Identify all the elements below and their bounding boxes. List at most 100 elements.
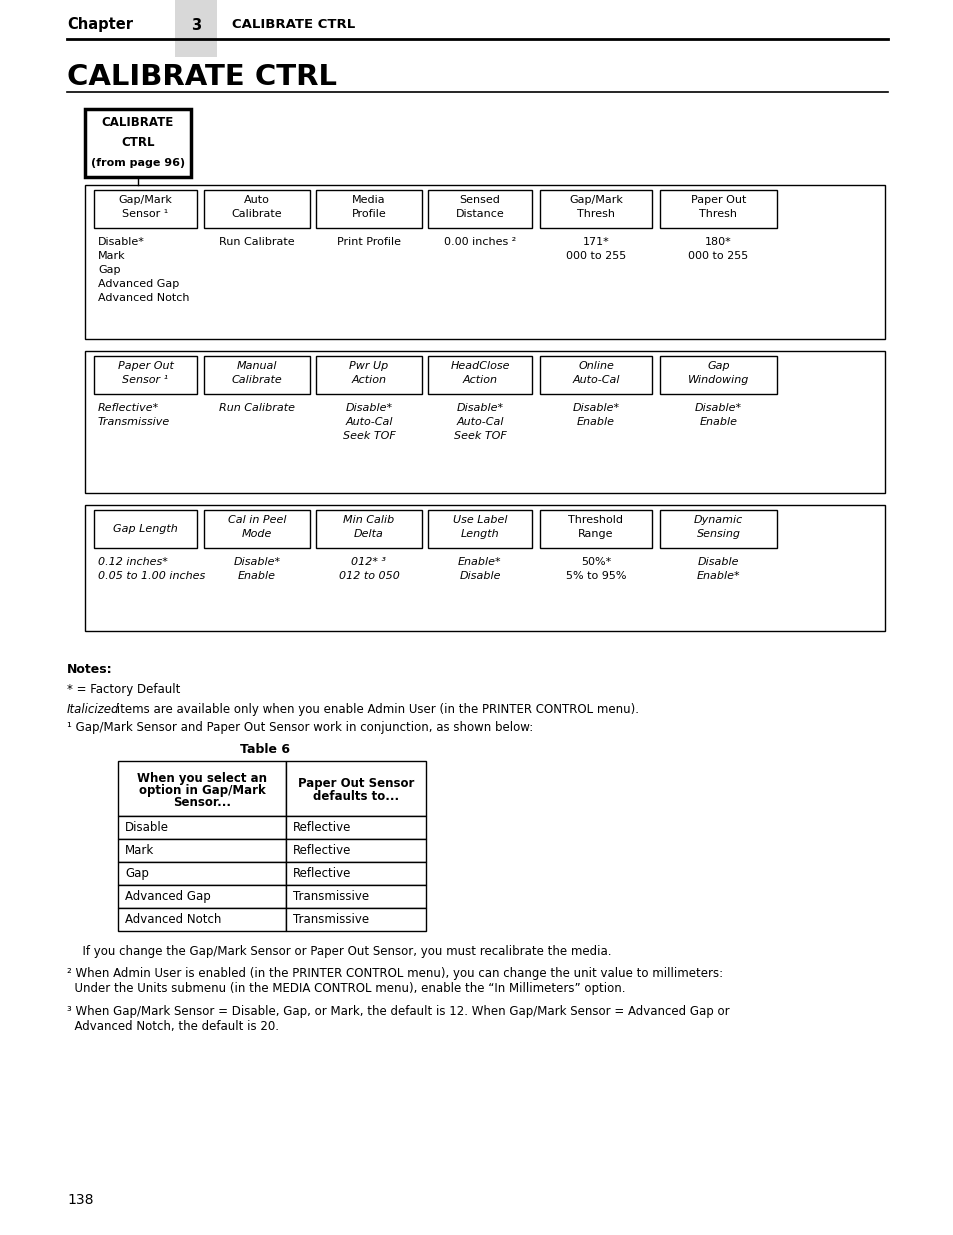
Text: HeadClose: HeadClose (450, 361, 509, 370)
Text: Disable*: Disable* (572, 403, 618, 412)
Text: 171*: 171* (582, 237, 609, 247)
Text: Delta: Delta (354, 529, 383, 538)
Text: 0.00 inches ²: 0.00 inches ² (443, 237, 516, 247)
Text: Media: Media (352, 195, 385, 205)
Text: Sensor...: Sensor... (172, 797, 231, 809)
Text: Reflective: Reflective (293, 821, 351, 834)
Text: Paper Out: Paper Out (690, 195, 745, 205)
Bar (428, 356, 532, 394)
Bar (315, 356, 421, 394)
Text: 000 to 255: 000 to 255 (688, 251, 748, 261)
Text: 3: 3 (191, 17, 201, 32)
Text: Auto-Cal: Auto-Cal (572, 375, 619, 385)
Bar (315, 190, 421, 228)
Text: Disable: Disable (125, 821, 169, 834)
Bar (659, 356, 776, 394)
Text: items are available only when you enable Admin User (in the PRINTER CONTROL menu: items are available only when you enable… (112, 703, 639, 716)
Text: Advanced Gap: Advanced Gap (125, 890, 211, 903)
Text: Notes:: Notes: (67, 663, 112, 676)
Text: Chapter: Chapter (67, 17, 132, 32)
Text: Cal in Peel: Cal in Peel (228, 515, 286, 525)
Text: Reflective: Reflective (293, 844, 351, 857)
Text: 50%*: 50%* (580, 557, 611, 567)
Bar (118, 908, 286, 931)
Text: 012 to 050: 012 to 050 (338, 571, 399, 580)
Bar (174, 0, 216, 57)
Text: Profile: Profile (352, 209, 386, 219)
Bar (286, 885, 426, 908)
Text: Table 6: Table 6 (240, 743, 290, 756)
Text: Gap Length: Gap Length (113, 524, 177, 534)
Text: Paper Out Sensor: Paper Out Sensor (297, 777, 414, 790)
Bar (204, 356, 310, 394)
Text: Sensed: Sensed (459, 195, 500, 205)
Text: (from page 96): (from page 96) (91, 158, 185, 168)
Bar (118, 885, 286, 908)
Text: Dynamic: Dynamic (693, 515, 742, 525)
Text: Range: Range (578, 529, 613, 538)
Bar (85, 505, 884, 631)
Bar (286, 908, 426, 931)
Text: Transmissive: Transmissive (293, 890, 369, 903)
Text: Run Calibrate: Run Calibrate (219, 237, 294, 247)
Text: Disable*: Disable* (233, 557, 280, 567)
Text: CALIBRATE CTRL: CALIBRATE CTRL (232, 19, 355, 32)
Bar (428, 190, 532, 228)
Text: Transmissive: Transmissive (98, 417, 170, 427)
Text: Enable: Enable (699, 417, 737, 427)
Text: ¹ Gap/Mark Sensor and Paper Out Sensor work in conjunction, as shown below:: ¹ Gap/Mark Sensor and Paper Out Sensor w… (67, 721, 533, 734)
Text: CTRL: CTRL (121, 137, 154, 149)
Text: Auto-Cal: Auto-Cal (345, 417, 393, 427)
Text: option in Gap/Mark: option in Gap/Mark (138, 784, 265, 797)
Bar (85, 351, 884, 493)
Text: Mark: Mark (98, 251, 126, 261)
Text: Thresh: Thresh (699, 209, 737, 219)
Text: Gap/Mark: Gap/Mark (569, 195, 622, 205)
Text: Run Calibrate: Run Calibrate (219, 403, 294, 412)
Bar (286, 761, 426, 816)
Text: If you change the Gap/Mark Sensor or Paper Out Sensor, you must recalibrate the : If you change the Gap/Mark Sensor or Pap… (75, 945, 611, 958)
Bar (94, 190, 196, 228)
Text: Gap/Mark: Gap/Mark (118, 195, 172, 205)
Text: Mark: Mark (125, 844, 154, 857)
Text: Disable*: Disable* (456, 403, 503, 412)
Text: 012* ³: 012* ³ (351, 557, 386, 567)
Bar (539, 190, 651, 228)
Text: Reflective*: Reflective* (98, 403, 159, 412)
Bar (315, 510, 421, 548)
Text: Disable*: Disable* (98, 237, 145, 247)
Bar (94, 510, 196, 548)
Text: Auto: Auto (244, 195, 270, 205)
Text: Distance: Distance (456, 209, 504, 219)
Text: Min Calib: Min Calib (343, 515, 395, 525)
Text: Gap: Gap (125, 867, 149, 881)
Bar (118, 816, 286, 839)
Text: Reflective: Reflective (293, 867, 351, 881)
Text: Sensor ¹: Sensor ¹ (122, 375, 169, 385)
Bar (204, 190, 310, 228)
Text: Thresh: Thresh (577, 209, 615, 219)
Text: * = Factory Default: * = Factory Default (67, 683, 180, 697)
Text: Calibrate: Calibrate (232, 375, 282, 385)
Text: defaults to...: defaults to... (313, 790, 398, 803)
Text: ³ When Gap/Mark Sensor = Disable, Gap, or Mark, the default is 12. When Gap/Mark: ³ When Gap/Mark Sensor = Disable, Gap, o… (67, 1005, 729, 1018)
Text: Auto-Cal: Auto-Cal (456, 417, 503, 427)
Text: Enable*: Enable* (457, 557, 501, 567)
Bar (659, 510, 776, 548)
Text: Action: Action (462, 375, 497, 385)
Text: Print Profile: Print Profile (336, 237, 400, 247)
Text: Calibrate: Calibrate (232, 209, 282, 219)
Text: Disable: Disable (697, 557, 739, 567)
Bar (539, 356, 651, 394)
Bar (85, 185, 884, 338)
Text: Enable*: Enable* (696, 571, 740, 580)
Text: ² When Admin User is enabled (in the PRINTER CONTROL menu), you can change the u: ² When Admin User is enabled (in the PRI… (67, 967, 722, 981)
Text: Manual: Manual (236, 361, 277, 370)
Text: Sensing: Sensing (696, 529, 740, 538)
Text: CALIBRATE CTRL: CALIBRATE CTRL (67, 63, 336, 91)
Bar (539, 510, 651, 548)
Text: Disable*: Disable* (694, 403, 741, 412)
Bar (85, 109, 191, 177)
Bar (118, 862, 286, 885)
Text: Threshold: Threshold (568, 515, 623, 525)
